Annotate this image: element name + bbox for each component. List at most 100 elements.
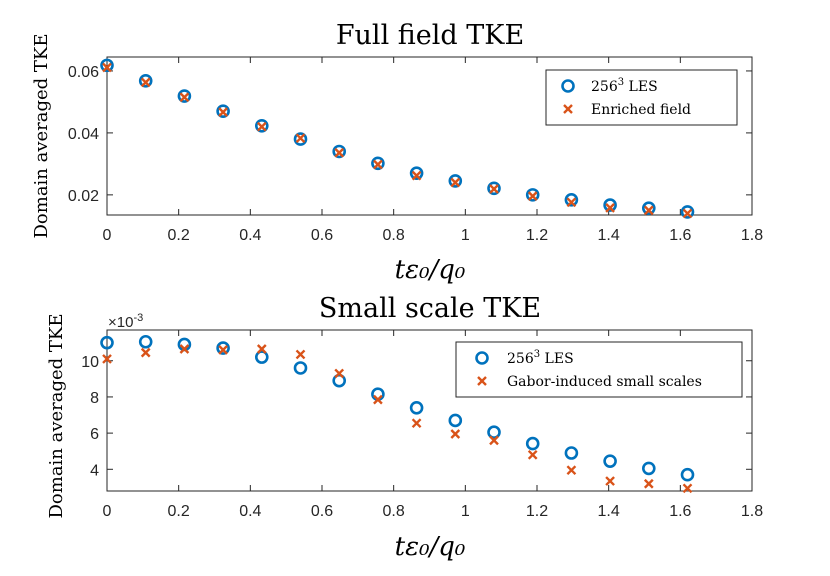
chart2-model-point: [218, 345, 228, 355]
chart1-model-point: [643, 205, 654, 216]
chart1-les-point: [487, 181, 501, 196]
chart2-les-point: [487, 425, 501, 440]
chart1-les-point: [177, 89, 192, 103]
chart2-x-tick-label: 1.4: [598, 503, 620, 520]
chart2-les-point: [254, 350, 269, 364]
chart2-model-point: [450, 429, 461, 439]
chart2-title: Small scale TKE: [319, 293, 541, 324]
chart2-model-point: [295, 349, 306, 360]
chart1-les-point: [371, 156, 385, 171]
chart2-model-point: [682, 483, 693, 494]
chart2-model-point: [373, 394, 383, 405]
chart2-les-point: [138, 334, 153, 349]
chart1-model-point: [566, 197, 577, 208]
chart2-legend-box: [455, 341, 743, 398]
chart1-model-point: [218, 107, 228, 117]
chart1-x-tick-label: 0.8: [383, 227, 405, 244]
chart1-legend-model-label: Enriched field: [591, 102, 691, 118]
chart2-y-ticks: 4 6 8 10: [81, 354, 752, 479]
chart2-legend-circle-marker: [475, 351, 489, 365]
chart1-x-tick-label: 0.6: [311, 227, 333, 244]
chart2-model-point: [411, 418, 422, 429]
chart1-model-point: [682, 208, 693, 219]
chart2-model-point: [489, 435, 499, 446]
chart1-y-label: Domain averaged TKE: [31, 33, 52, 238]
chart2-x-tick-label: 1.6: [669, 503, 691, 520]
chart2-exponent-label: ×10-3: [108, 312, 143, 331]
chart2-les-point: [525, 436, 540, 451]
chart2-y-tick-label: 10: [81, 354, 99, 371]
chart2-les-point: [293, 361, 308, 375]
chart2-y-tick-label: 8: [90, 390, 99, 407]
chart2-model-point: [140, 347, 151, 358]
chart1-model-point: [489, 184, 499, 194]
chart1-x-ticks: 0 0.2 0.4 0.6 0.8 1 1.2 1.4 1.6 1.8: [103, 57, 763, 244]
chart2-model-point: [256, 344, 267, 354]
chart2-les-point: [216, 341, 230, 355]
chart1-y-ticks: 0.02 0.04 0.06: [68, 64, 752, 205]
chart2-les-point: [448, 413, 463, 428]
chart1-model-point: [256, 121, 267, 132]
chart2-y-tick-label: 6: [90, 426, 99, 443]
chart2-les-point: [603, 454, 617, 468]
chart1-legend-les-label: 2563 LES: [591, 77, 658, 95]
chart1-les-point: [448, 174, 463, 188]
chart1-x-tick-label: 0.4: [239, 227, 261, 244]
chart2-y-label: Domain averaged TKE: [46, 313, 67, 518]
chart1-les-point: [293, 132, 308, 146]
chart2-x-ticks: 0 0.2 0.4 0.6 0.8 1 1.2 1.4 1.6 1.8: [103, 330, 763, 520]
chart2-les-point: [332, 373, 347, 388]
chart1-y-tick-label: 0.04: [68, 126, 99, 143]
chart2-legend: 2563 LES Gabor-induced small scales: [455, 341, 743, 398]
chart1-x-tick-label: 0.2: [168, 227, 190, 244]
chart1-x-label: tε₀/q₀: [395, 255, 466, 285]
chart1-y-tick-label: 0.06: [68, 64, 99, 81]
chart2-points: [100, 334, 695, 494]
chart1-les-point: [641, 201, 656, 215]
chart1-points: [100, 58, 695, 219]
chart1-les-point: [680, 205, 695, 219]
chart-full-field-tke: Full field TKE 0 0.2 0.4 0.6 0.8 1 1.2 1.4 1.6 1.…: [31, 20, 763, 285]
chart1-les-point: [564, 193, 579, 207]
chart2-model-point: [566, 465, 577, 476]
chart2-les-point: [100, 335, 114, 350]
chart2-legend-x-marker: [477, 376, 487, 386]
chart1-les-point: [100, 58, 114, 73]
chart1-plot-box: [106, 56, 753, 216]
chart1-x-tick-label: 1.8: [741, 227, 763, 244]
chart1-model-point: [334, 147, 345, 158]
chart2-model-point: [334, 368, 345, 379]
chart1-x-tick-label: 1: [461, 227, 470, 244]
chart1-legend-box: [545, 69, 738, 126]
chart2-x-label: tε₀/q₀: [395, 532, 466, 562]
chart1-title: Full field TKE: [336, 20, 524, 51]
chart2-y-tick-label: 4: [90, 462, 99, 479]
chart2-model-point: [102, 354, 112, 364]
chart1-x-tick-label: 1.2: [526, 227, 548, 244]
chart2-les-point: [680, 467, 695, 482]
chart1-x-tick-label: 1.6: [669, 227, 691, 244]
chart2-x-tick-label: 0.2: [168, 503, 190, 520]
chart2-x-tick-label: 1: [461, 503, 470, 520]
chart-small-scale-tke: Small scale TKE ×10-3 0 0.2 0.4 0.6 0.8 1 1.2 1…: [46, 293, 763, 562]
chart1-model-point: [295, 133, 306, 144]
chart1-les-point: [409, 166, 424, 180]
chart1-model-point: [527, 191, 538, 201]
chart1-model-point: [179, 92, 190, 103]
chart1-legend-circle-marker: [561, 79, 575, 93]
chart1-model-point: [140, 77, 151, 88]
chart1-y-tick-label: 0.02: [68, 188, 99, 205]
chart1-les-point: [254, 118, 269, 133]
chart2-les-point: [564, 446, 579, 460]
chart1-x-tick-label: 0: [103, 227, 112, 244]
chart2-model-point: [527, 449, 538, 460]
chart2-model-point: [605, 476, 615, 486]
chart2-x-tick-label: 0.4: [239, 503, 261, 520]
chart1-legend: 2563 LES Enriched field: [545, 69, 738, 126]
chart2-model-point: [643, 478, 654, 489]
chart2-model-point: [179, 344, 190, 354]
chart1-model-point: [373, 159, 383, 170]
chart1-model-point: [450, 177, 461, 188]
